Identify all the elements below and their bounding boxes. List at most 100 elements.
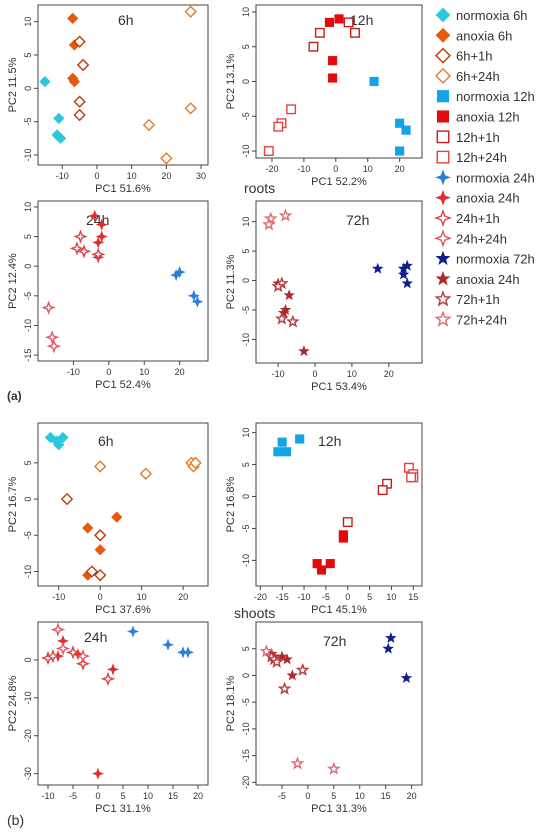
data-point bbox=[44, 330, 60, 345]
legend-marker bbox=[434, 290, 452, 307]
data-point bbox=[41, 300, 56, 315]
data-point bbox=[401, 125, 411, 135]
plot-frame bbox=[255, 4, 423, 159]
y-tick-label: -10 bbox=[23, 691, 33, 704]
legend-marker bbox=[436, 130, 450, 144]
data-point bbox=[290, 756, 305, 770]
y-tick-label: 10 bbox=[241, 217, 251, 227]
x-tick-label: -5 bbox=[322, 592, 330, 602]
x-tick-label: -15 bbox=[276, 592, 289, 602]
data-point bbox=[126, 625, 140, 638]
y-tick-label: 0 bbox=[23, 497, 33, 502]
y-tick-label: -5 bbox=[23, 292, 33, 300]
data-point bbox=[68, 76, 81, 88]
series-3 bbox=[308, 17, 360, 52]
series-4 bbox=[142, 5, 197, 165]
legend-item: normoxia 6h bbox=[435, 7, 528, 23]
x-tick-label: 20 bbox=[175, 367, 185, 377]
x-tick-label: -20 bbox=[265, 164, 278, 174]
plot-frame bbox=[37, 4, 209, 166]
panel-shoots-6h: -10 0 10 20 -10 -5 0 5 PC1 37.6% PC2 16.7% 6h bbox=[7, 422, 209, 616]
y-tick-label: 10 bbox=[23, 202, 33, 212]
data-point bbox=[334, 14, 344, 24]
plot-frame bbox=[255, 200, 423, 364]
y-tick-label: -15 bbox=[23, 349, 33, 362]
data-point bbox=[60, 492, 74, 506]
data-point bbox=[371, 262, 384, 274]
data-point bbox=[65, 645, 81, 660]
panel-shoots-24h: -10 -5 0 5 10 15 20 -30 -20 -10 0 PC1 31.1% PC2 24.8… bbox=[7, 621, 209, 815]
y-tick-label: 5 bbox=[23, 52, 33, 57]
y-tick-label: 0 bbox=[241, 673, 251, 678]
legend-label: normoxia 12h bbox=[456, 89, 535, 104]
legend-label: 6h+24h bbox=[456, 69, 500, 84]
series-1 bbox=[273, 434, 305, 457]
series-4 bbox=[263, 104, 297, 157]
legend-item: normoxia 72h bbox=[435, 250, 535, 267]
x-tick-label: -10 bbox=[297, 164, 310, 174]
data-point bbox=[67, 12, 79, 24]
plot-frame bbox=[37, 200, 209, 362]
data-point bbox=[283, 289, 295, 301]
legend-item: 6h+1h bbox=[435, 47, 493, 64]
y-tick-label: -10 bbox=[23, 565, 33, 578]
data-point bbox=[85, 565, 99, 578]
x-tick-label: -10 bbox=[52, 592, 65, 602]
panel-title: 6h bbox=[98, 433, 114, 449]
panel-label-a: (a) bbox=[7, 389, 22, 403]
data-point bbox=[324, 17, 334, 27]
data-point bbox=[76, 244, 92, 259]
section-label-roots: roots bbox=[244, 180, 275, 196]
y-tick-label: 5 bbox=[241, 646, 251, 651]
x-tick-label: 0 bbox=[95, 791, 100, 801]
data-point bbox=[325, 559, 335, 569]
legend-item: anoxia 24h bbox=[435, 271, 520, 287]
legend-marker bbox=[435, 47, 451, 64]
data-point bbox=[75, 656, 91, 671]
x-tick-label: 10 bbox=[137, 592, 147, 602]
data-point bbox=[281, 653, 293, 665]
series-1 bbox=[382, 631, 413, 684]
y-tick-label: -5 bbox=[23, 531, 33, 539]
y-tick-label: -15 bbox=[241, 749, 251, 762]
series-1 bbox=[39, 76, 67, 144]
data-point bbox=[161, 638, 175, 651]
data-point bbox=[170, 268, 183, 282]
panel-roots-6h: -10 0 10 20 30 -10 -5 0 5 10 PC1 51.6% PC2 11.5% 6h bbox=[7, 4, 209, 195]
data-point bbox=[73, 108, 86, 122]
series-1 bbox=[369, 76, 411, 156]
data-point bbox=[91, 767, 105, 780]
data-point bbox=[326, 761, 341, 775]
data-point bbox=[55, 641, 71, 656]
data-point bbox=[382, 642, 395, 654]
series-4 bbox=[259, 644, 341, 775]
data-point bbox=[274, 311, 289, 325]
y-tick-label: 0 bbox=[241, 278, 251, 283]
x-tick-label: 20 bbox=[384, 369, 394, 379]
data-point bbox=[111, 511, 123, 523]
y-axis-label: PC2 12.4% bbox=[7, 253, 19, 309]
x-tick-label: 15 bbox=[381, 791, 391, 801]
y-tick-label: 5 bbox=[241, 44, 251, 49]
y-tick-label: -10 bbox=[241, 145, 251, 158]
x-tick-label: -5 bbox=[69, 791, 77, 801]
data-point bbox=[343, 17, 354, 28]
data-point bbox=[286, 104, 297, 115]
series-3 bbox=[40, 645, 116, 687]
series-3 bbox=[73, 35, 90, 122]
panel-title: 72h bbox=[346, 212, 369, 228]
y-tick-label: -10 bbox=[241, 722, 251, 735]
data-point bbox=[191, 295, 204, 308]
panel-title: 12h bbox=[350, 12, 373, 28]
data-point bbox=[44, 431, 57, 444]
panel-shoots-72h: -5 0 5 10 15 20 -20 -15 -10 -5 0 5 PC1 31.3% PC2 18.1… bbox=[225, 621, 423, 815]
legend-label: 72h+1h bbox=[456, 292, 500, 307]
legend-marker bbox=[435, 169, 451, 186]
data-point bbox=[328, 73, 338, 83]
y-tick-label: 10 bbox=[241, 7, 251, 17]
x-tick-label: 10 bbox=[143, 791, 153, 801]
y-tick-label: 10 bbox=[241, 428, 251, 438]
legend-marker bbox=[433, 229, 453, 248]
x-tick-label: 0 bbox=[94, 171, 99, 181]
legend-label: normoxia 72h bbox=[456, 252, 535, 267]
